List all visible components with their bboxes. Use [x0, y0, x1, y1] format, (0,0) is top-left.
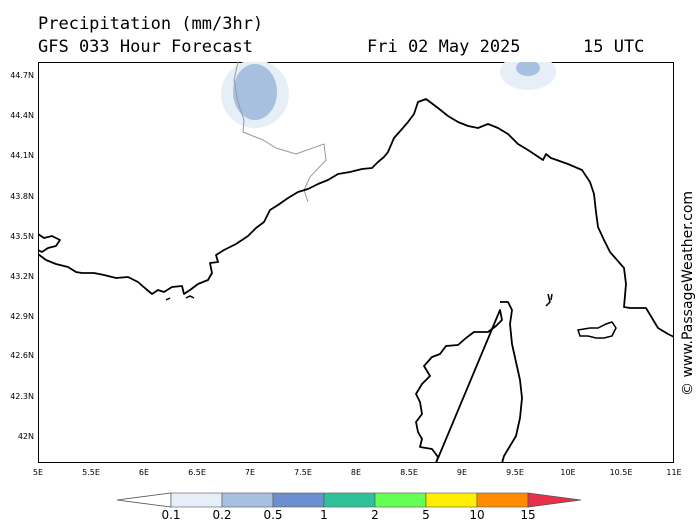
lat-tick: 43.2N — [10, 272, 34, 281]
legend-bin — [374, 492, 427, 508]
legend-label: 0.1 — [161, 508, 181, 522]
island-hyeres — [165, 295, 195, 301]
legend-low-arrow — [116, 492, 172, 508]
map-frame — [38, 62, 674, 463]
legend-label: 2 — [371, 508, 379, 522]
forecast-subtitle: GFS 033 Hour Forecast — [38, 37, 253, 57]
lat-tick: 44.7N — [10, 71, 34, 80]
lat-tick: 42N — [17, 432, 34, 441]
map-area — [38, 62, 674, 463]
lon-tick: 11E — [666, 468, 682, 477]
lat-tick: 44.4N — [10, 111, 34, 120]
lon-tick: 6.5E — [188, 468, 206, 477]
lat-tick: 42.9N — [10, 312, 34, 321]
legend-bin — [272, 492, 325, 508]
legend-label: 5 — [422, 508, 430, 522]
legend-bin — [425, 492, 478, 508]
border-line — [233, 62, 327, 203]
lon-tick: 9E — [456, 468, 468, 477]
precip-area-northeast — [500, 62, 556, 90]
lon-tick: 6E — [138, 468, 150, 477]
legend-label: 1 — [320, 508, 328, 522]
island-east — [577, 321, 617, 339]
legend-label: 10 — [469, 508, 485, 522]
legend-label: 0.5 — [263, 508, 283, 522]
watermark-text: © www.PassageWeather.com — [680, 191, 696, 396]
corsica-coastline — [415, 301, 523, 463]
lon-tick: 7E — [244, 468, 256, 477]
lat-tick: 43.5N — [10, 232, 34, 241]
lon-tick: 8E — [350, 468, 362, 477]
watermark: © www.PassageWeather.com — [676, 148, 698, 398]
legend-high-arrow — [527, 492, 582, 508]
island-elba — [545, 293, 553, 307]
lat-tick: 42.6N — [10, 351, 34, 360]
lon-tick: 7.5E — [294, 468, 312, 477]
lat-tick: 43.8N — [10, 192, 34, 201]
lat-tick: 44.1N — [10, 151, 34, 160]
lon-tick: 10.5E — [609, 468, 633, 477]
lon-tick: 5E — [32, 468, 44, 477]
lat-tick: 42.3N — [10, 392, 34, 401]
lon-tick: 5.5E — [82, 468, 100, 477]
forecast-date: Fri 02 May 2025 — [367, 37, 521, 57]
lon-tick: 8.5E — [400, 468, 418, 477]
legend-bin — [170, 492, 223, 508]
legend-bin — [476, 492, 529, 508]
chart-title: Precipitation (mm/3hr) — [38, 14, 264, 34]
lon-tick: 10E — [560, 468, 576, 477]
legend-label: 15 — [520, 508, 536, 522]
mainland-coastline — [38, 98, 674, 338]
precip-legend — [116, 492, 582, 508]
legend-bin — [323, 492, 376, 508]
precip-area-north — [221, 62, 289, 128]
legend-bin — [221, 492, 274, 508]
forecast-time: 15 UTC — [583, 37, 645, 57]
lon-tick: 9.5E — [506, 468, 524, 477]
legend-label: 0.2 — [212, 508, 232, 522]
